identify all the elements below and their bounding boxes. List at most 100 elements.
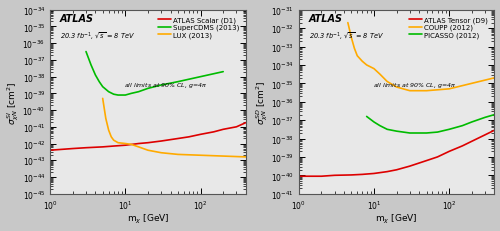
COUPP (2012) [492, 77, 498, 80]
LUX (2013) [145, 149, 151, 152]
X-axis label: m$_{\chi}$ [GeV]: m$_{\chi}$ [GeV] [376, 213, 418, 225]
SuperCDMS (2013) [92, 74, 98, 77]
LUX (2013) [106, 129, 112, 132]
SuperCDMS (2013) [175, 81, 181, 84]
LUX (2013) [103, 118, 109, 120]
SuperCDMS (2013) [106, 91, 112, 94]
COUPP (2012) [364, 64, 370, 67]
PICASSO (2012) [446, 128, 452, 131]
ATLAS Scalar (D1) [100, 146, 105, 149]
COUPP (2012) [345, 22, 351, 25]
COUPP (2012) [446, 88, 452, 91]
SuperCDMS (2013) [220, 71, 226, 74]
ATLAS Tensor (D9) [384, 170, 390, 173]
ATLAS Tensor (D9) [296, 175, 302, 178]
PICASSO (2012) [424, 132, 430, 135]
PICASSO (2012) [492, 114, 498, 116]
PICASSO (2012) [364, 116, 370, 118]
SuperCDMS (2013) [100, 86, 105, 89]
Text: ATLAS: ATLAS [60, 14, 94, 24]
SuperCDMS (2013) [110, 93, 116, 96]
ATLAS Tensor (D9) [371, 172, 377, 175]
X-axis label: m$_{\chi}$ [GeV]: m$_{\chi}$ [GeV] [126, 213, 170, 225]
ATLAS Tensor (D9) [407, 165, 413, 168]
SuperCDMS (2013) [83, 51, 89, 54]
ATLAS Scalar (D1) [70, 148, 76, 150]
Y-axis label: $\sigma_{\chi N}^{SI}$ [cm$^{2}$]: $\sigma_{\chi N}^{SI}$ [cm$^{2}$] [6, 81, 21, 124]
ATLAS Scalar (D1) [145, 142, 151, 144]
Line: PICASSO (2012): PICASSO (2012) [366, 115, 494, 134]
SuperCDMS (2013) [88, 64, 94, 67]
ATLAS Tensor (D9) [469, 140, 475, 143]
PICASSO (2012) [384, 128, 390, 131]
ATLAS Tensor (D9) [394, 169, 400, 171]
Legend: ATLAS Tensor (D9), COUPP (2012), PICASSO (2012): ATLAS Tensor (D9), COUPP (2012), PICASSO… [408, 16, 489, 40]
LUX (2013) [100, 97, 105, 100]
COUPP (2012) [352, 48, 358, 51]
PICASSO (2012) [371, 121, 377, 124]
Line: SuperCDMS (2013): SuperCDMS (2013) [86, 52, 223, 96]
Text: ATLAS: ATLAS [308, 14, 342, 24]
COUPP (2012) [360, 61, 366, 63]
COUPP (2012) [469, 82, 475, 85]
ATLAS Scalar (D1) [47, 149, 53, 152]
LUX (2013) [108, 136, 114, 139]
ATLAS Scalar (D1) [175, 137, 181, 140]
SuperCDMS (2013) [96, 81, 102, 84]
Line: LUX (2013): LUX (2013) [102, 99, 246, 157]
COUPP (2012) [377, 73, 383, 76]
PICASSO (2012) [394, 130, 400, 133]
LUX (2013) [115, 142, 121, 144]
Text: all limits at 90% CL, g=4$\pi$: all limits at 90% CL, g=4$\pi$ [124, 80, 208, 89]
SuperCDMS (2013) [136, 91, 141, 94]
SuperCDMS (2013) [158, 84, 164, 87]
Text: 20.3 fb$^{-1}$, $\sqrt{s}$ = 8 TeV: 20.3 fb$^{-1}$, $\sqrt{s}$ = 8 TeV [308, 31, 384, 43]
Text: 20.3 fb$^{-1}$, $\sqrt{s}$ = 8 TeV: 20.3 fb$^{-1}$, $\sqrt{s}$ = 8 TeV [60, 31, 135, 43]
ATLAS Scalar (D1) [83, 147, 89, 149]
LUX (2013) [220, 155, 226, 158]
LUX (2013) [110, 139, 116, 142]
ATLAS Tensor (D9) [348, 174, 354, 176]
Line: ATLAS Tensor (D9): ATLAS Tensor (D9) [298, 131, 494, 176]
ATLAS Tensor (D9) [332, 174, 338, 177]
ATLAS Scalar (D1) [234, 126, 239, 129]
ATLAS Scalar (D1) [136, 143, 141, 145]
PICASSO (2012) [377, 125, 383, 128]
COUPP (2012) [394, 86, 400, 89]
ATLAS Tensor (D9) [492, 129, 498, 132]
ATLAS Tensor (D9) [460, 145, 466, 148]
COUPP (2012) [407, 90, 413, 93]
Line: COUPP (2012): COUPP (2012) [348, 24, 494, 91]
ATLAS Scalar (D1) [211, 131, 217, 134]
SuperCDMS (2013) [145, 88, 151, 90]
COUPP (2012) [424, 90, 430, 93]
ATLAS Tensor (D9) [318, 175, 324, 178]
ATLAS Tensor (D9) [434, 156, 440, 159]
LUX (2013) [198, 154, 203, 157]
Text: all limits at 90% CL, g=4$\pi$: all limits at 90% CL, g=4$\pi$ [373, 80, 456, 89]
COUPP (2012) [371, 68, 377, 71]
ATLAS Scalar (D1) [122, 144, 128, 147]
LUX (2013) [175, 153, 181, 156]
COUPP (2012) [384, 81, 390, 84]
LUX (2013) [158, 152, 164, 155]
ATLAS Scalar (D1) [186, 136, 192, 139]
SuperCDMS (2013) [115, 94, 121, 97]
ATLAS Tensor (D9) [482, 134, 488, 137]
SuperCDMS (2013) [128, 93, 134, 95]
LUX (2013) [243, 156, 249, 159]
LUX (2013) [136, 146, 141, 149]
SuperCDMS (2013) [122, 94, 128, 97]
SuperCDMS (2013) [198, 76, 203, 79]
Y-axis label: $\sigma_{\chi N}^{SD}$ [cm$^{2}$]: $\sigma_{\chi N}^{SD}$ [cm$^{2}$] [254, 80, 270, 124]
ATLAS Tensor (D9) [446, 150, 452, 153]
Line: ATLAS Scalar (D1): ATLAS Scalar (D1) [50, 123, 246, 151]
PICASSO (2012) [460, 125, 466, 128]
Legend: ATLAS Scalar (D1), SuperCDMS (2013), LUX (2013): ATLAS Scalar (D1), SuperCDMS (2013), LUX… [156, 16, 240, 40]
LUX (2013) [122, 143, 128, 145]
ATLAS Tensor (D9) [360, 173, 366, 176]
ATLAS Tensor (D9) [424, 159, 430, 162]
PICASSO (2012) [434, 131, 440, 134]
ATLAS Scalar (D1) [243, 122, 249, 125]
PICASSO (2012) [482, 116, 488, 119]
